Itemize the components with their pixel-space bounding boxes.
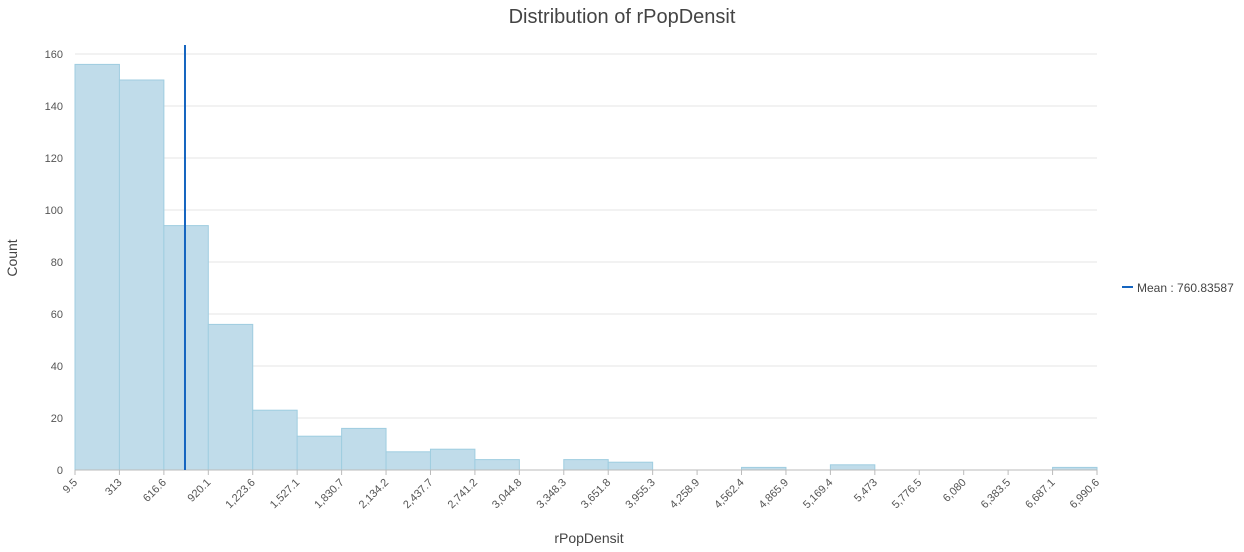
histogram-bar[interactable] (607, 461, 654, 471)
histogram-bar[interactable] (829, 464, 876, 471)
x-tick-label: 4,258.9 (668, 477, 702, 511)
x-tick-label: 920.1 (185, 477, 213, 505)
x-tick-label: 3,044.8 (490, 477, 524, 511)
y-tick-label: 60 (51, 309, 63, 321)
x-tick-label: 4,562.4 (712, 477, 746, 511)
histogram-bar[interactable] (118, 79, 165, 471)
histogram-bar[interactable] (207, 323, 254, 471)
legend[interactable]: Mean : 760.83587 (1122, 281, 1234, 295)
y-tick-label: 160 (45, 49, 63, 61)
histogram-bar[interactable] (296, 435, 343, 471)
y-tick-label: 80 (51, 257, 63, 269)
x-tick-label: 2,134.2 (357, 477, 391, 511)
y-tick-label: 40 (51, 361, 63, 373)
x-tick-label: 1,223.6 (223, 477, 257, 511)
x-tick-label: 313 (103, 477, 124, 498)
y-tick-label: 140 (45, 101, 63, 113)
histogram-bar[interactable] (563, 459, 609, 471)
x-tick-label: 5,776.5 (890, 477, 924, 511)
histogram-bar[interactable] (252, 409, 298, 471)
y-axis-label: Count (4, 239, 20, 276)
histogram-bar[interactable] (163, 225, 209, 471)
chart-title: Distribution of rPopDensit (509, 6, 736, 28)
histogram-bars (74, 63, 1098, 471)
x-tick-label: 1,527.1 (268, 477, 302, 511)
histogram-bar[interactable] (341, 427, 387, 471)
x-tick-label: 3,651.8 (579, 477, 613, 511)
x-tick-label: 2,437.7 (401, 477, 435, 511)
x-tick-label: 5,473 (852, 477, 880, 505)
histogram-bar[interactable] (429, 448, 476, 471)
histogram-bar[interactable] (385, 451, 431, 471)
histogram-bar[interactable] (74, 63, 120, 471)
x-tick-label: 6,080 (941, 477, 969, 505)
y-tick-label: 120 (45, 153, 63, 165)
x-tick-label: 6,687.1 (1023, 477, 1057, 511)
legend-mean-label: Mean : 760.83587 (1137, 281, 1234, 295)
histogram-bar[interactable] (474, 459, 520, 471)
x-tick-label: 6,990.6 (1068, 477, 1102, 511)
y-tick-label: 0 (57, 465, 63, 477)
x-tick-label: 616.6 (141, 477, 169, 505)
x-tick-label: 3,348.3 (534, 477, 568, 511)
x-tick-label: 9.5 (61, 477, 80, 496)
x-tick-label: 4,865.9 (757, 477, 791, 511)
x-tick-label: 5,169.4 (801, 477, 835, 511)
x-tick-label: 2,741.2 (446, 477, 480, 511)
x-tick-label: 3,955.3 (623, 477, 657, 511)
y-tick-label: 20 (51, 413, 63, 425)
y-tick-label: 100 (45, 205, 63, 217)
x-axis-label: rPopDensit (554, 530, 623, 546)
x-tick-label: 6,383.5 (979, 477, 1013, 511)
x-tick-label: 1,830.7 (312, 477, 346, 511)
